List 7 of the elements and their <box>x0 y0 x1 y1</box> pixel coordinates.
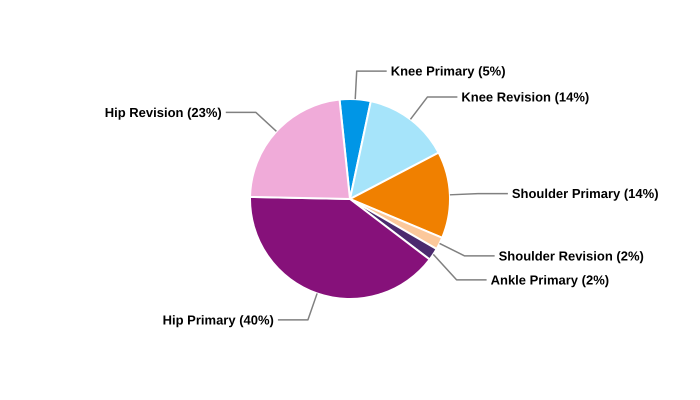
slice-label: Knee Revision (14%) <box>461 90 590 105</box>
slice-label: Shoulder Primary (14%) <box>512 186 659 202</box>
slice-label: Hip Revision (23%) <box>104 104 222 120</box>
slice-label: Ankle Primary (2%) <box>490 272 610 288</box>
slice-label: Hip Primary (40%) <box>162 312 274 328</box>
slice-label: Shoulder Revision (2%) <box>498 248 644 264</box>
slice-label: Knee Primary (5%) <box>390 64 506 79</box>
